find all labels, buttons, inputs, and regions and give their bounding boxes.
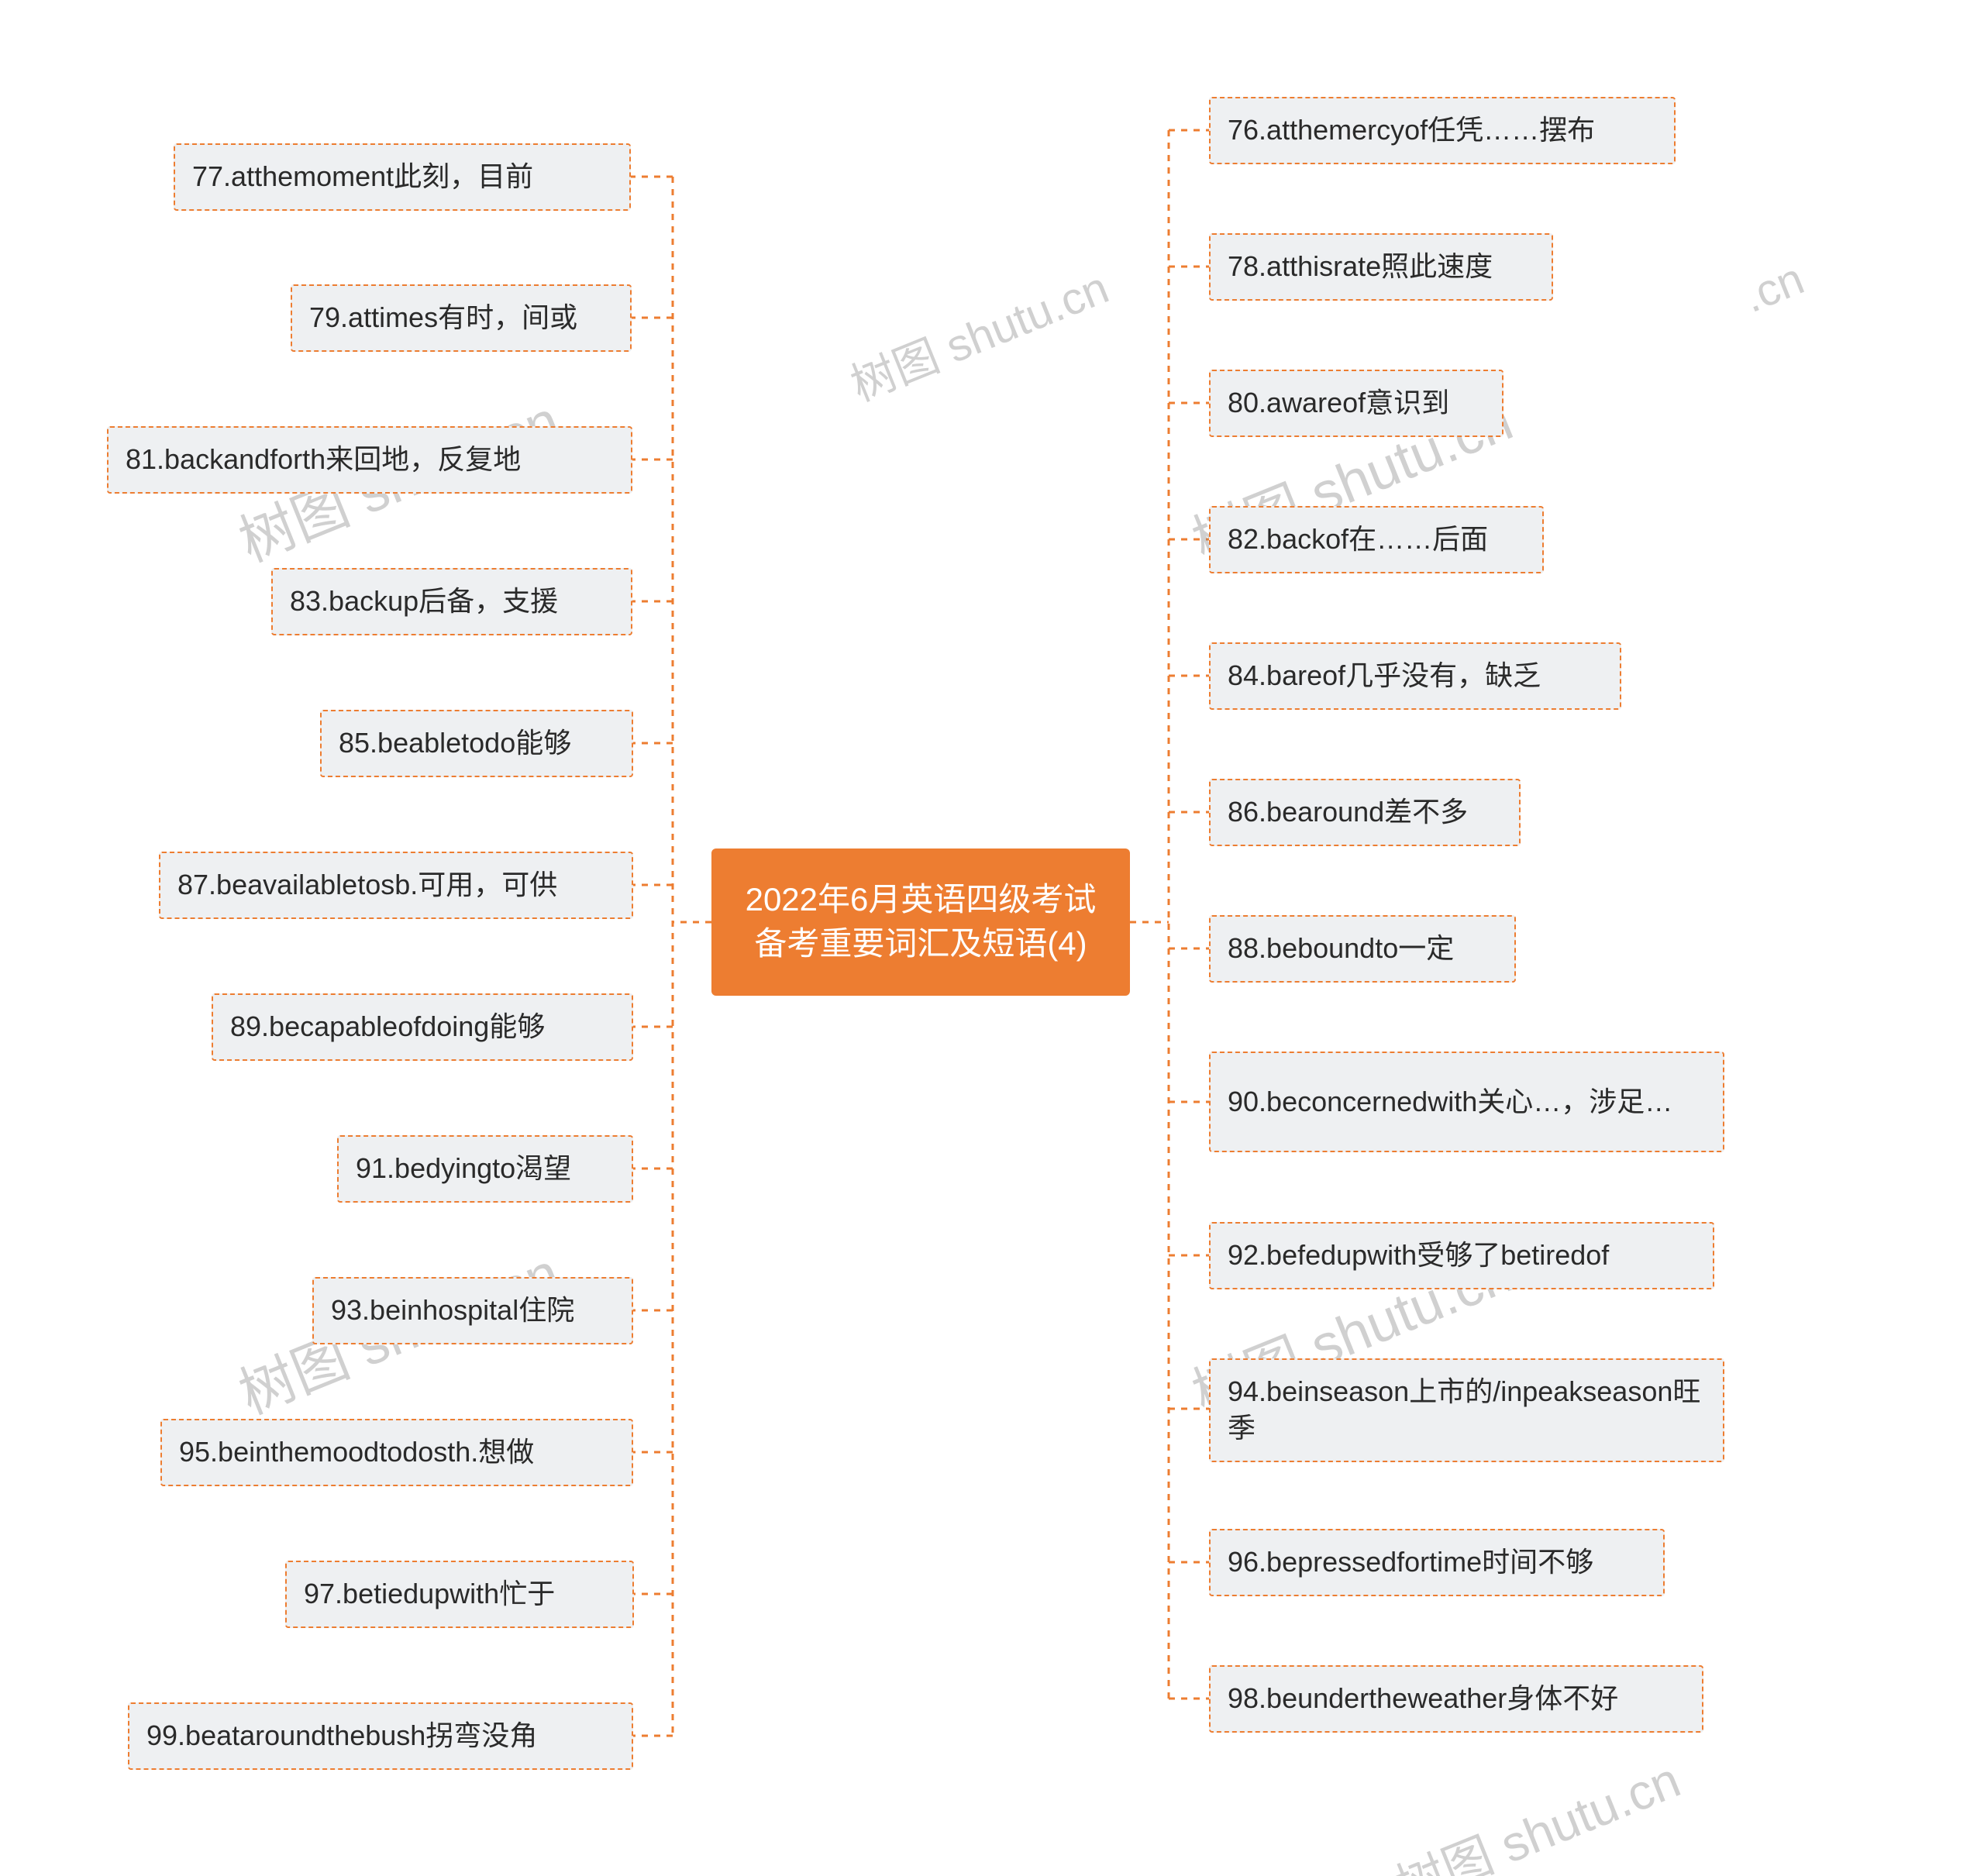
leaf-label: 97.betiedupwith忙于 — [304, 1576, 555, 1613]
leaf-node: 94.beinseason上市的/inpeakseason旺季 — [1209, 1358, 1724, 1462]
leaf-label: 77.atthemoment此刻，目前 — [192, 159, 533, 195]
leaf-node: 89.becapableofdoing能够 — [212, 993, 633, 1061]
leaf-label: 90.beconcernedwith关心…，涉足… — [1228, 1084, 1672, 1120]
leaf-node: 97.betiedupwith忙于 — [285, 1561, 634, 1628]
leaf-node: 96.bepressedfortime时间不够 — [1209, 1529, 1665, 1596]
leaf-label: 93.beinhospital住院 — [331, 1293, 574, 1329]
leaf-node: 78.atthisrate照此速度 — [1209, 233, 1553, 301]
leaf-label: 84.bareof几乎没有，缺乏 — [1228, 658, 1541, 694]
leaf-node: 95.beinthemoodtodosth.想做 — [160, 1419, 633, 1486]
leaf-node: 83.backup后备，支援 — [271, 568, 632, 635]
leaf-node: 99.beataroundthebush拐弯没角 — [128, 1702, 633, 1770]
leaf-node: 91.bedyingto渴望 — [337, 1135, 633, 1203]
leaf-label: 85.beabletodo能够 — [339, 725, 571, 762]
leaf-node: 80.awareof意识到 — [1209, 370, 1504, 437]
leaf-label: 94.beinseason上市的/inpeakseason旺季 — [1228, 1374, 1706, 1447]
leaf-label: 95.beinthemoodtodosth.想做 — [179, 1434, 534, 1471]
leaf-label: 92.befedupwith受够了betiredof — [1228, 1237, 1609, 1274]
leaf-label: 83.backup后备，支援 — [290, 583, 558, 620]
watermark: 树图 shutu.cn — [840, 251, 1117, 414]
watermark: 树图 shutu.cn — [1384, 1740, 1690, 1876]
leaf-node: 92.befedupwith受够了betiredof — [1209, 1222, 1714, 1289]
leaf-label: 88.beboundto一定 — [1228, 931, 1454, 967]
watermark: .cn — [1736, 253, 1811, 323]
leaf-label: 81.backandforth来回地，反复地 — [126, 442, 521, 478]
leaf-node: 87.beavailabletosb.可用，可供 — [159, 852, 633, 919]
leaf-label: 82.backof在……后面 — [1228, 521, 1488, 558]
leaf-node: 81.backandforth来回地，反复地 — [107, 426, 632, 494]
leaf-label: 79.attimes有时，间或 — [309, 300, 577, 336]
leaf-node: 93.beinhospital住院 — [312, 1277, 633, 1344]
leaf-label: 89.becapableofdoing能够 — [230, 1009, 545, 1045]
leaf-label: 98.beundertheweather身体不好 — [1228, 1681, 1618, 1717]
center-topic-line2: 备考重要词汇及短语(4) — [746, 922, 1097, 966]
leaf-node: 88.beboundto一定 — [1209, 915, 1516, 983]
leaf-label: 76.atthemercyof任凭……摆布 — [1228, 112, 1595, 149]
leaf-label: 86.bearound差不多 — [1228, 794, 1468, 831]
leaf-label: 96.bepressedfortime时间不够 — [1228, 1544, 1593, 1581]
center-topic-line1: 2022年6月英语四级考试 — [746, 878, 1097, 922]
leaf-label: 78.atthisrate照此速度 — [1228, 249, 1493, 285]
leaf-node: 90.beconcernedwith关心…，涉足… — [1209, 1052, 1724, 1152]
leaf-node: 76.atthemercyof任凭……摆布 — [1209, 97, 1676, 164]
leaf-node: 82.backof在……后面 — [1209, 506, 1544, 573]
mindmap-canvas: 树图 shutu.cn树图 shutu.cn树图 shutu.cn树图 shut… — [0, 0, 1984, 1876]
leaf-label: 80.awareof意识到 — [1228, 385, 1449, 422]
center-topic: 2022年6月英语四级考试 备考重要词汇及短语(4) — [711, 849, 1130, 996]
leaf-node: 84.bareof几乎没有，缺乏 — [1209, 642, 1621, 710]
center-topic-text: 2022年6月英语四级考试 备考重要词汇及短语(4) — [746, 878, 1097, 966]
leaf-label: 99.beataroundthebush拐弯没角 — [146, 1718, 537, 1754]
leaf-node: 79.attimes有时，间或 — [291, 284, 632, 352]
leaf-node: 77.atthemoment此刻，目前 — [174, 143, 631, 211]
leaf-label: 87.beavailabletosb.可用，可供 — [177, 867, 557, 904]
leaf-node: 85.beabletodo能够 — [320, 710, 633, 777]
leaf-label: 91.bedyingto渴望 — [356, 1151, 571, 1187]
leaf-node: 86.bearound差不多 — [1209, 779, 1521, 846]
leaf-node: 98.beundertheweather身体不好 — [1209, 1665, 1703, 1733]
